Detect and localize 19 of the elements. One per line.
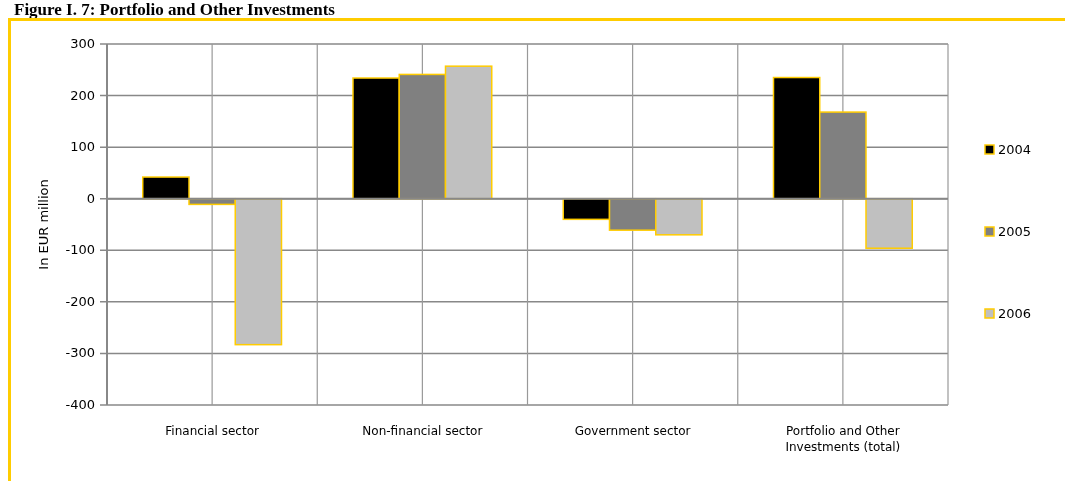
y-axis-title: In EUR million (36, 179, 51, 270)
y-tick-label: -200 (65, 293, 95, 309)
y-tick-label: -400 (65, 397, 95, 412)
x-tick-label: Government sector (574, 424, 691, 438)
x-tick-label: Non-financial sector (362, 424, 483, 438)
bar (141, 176, 190, 200)
legend-label: 2006 (998, 306, 1032, 321)
legend-label: 2004 (998, 142, 1032, 157)
y-tick-label: 100 (70, 139, 95, 155)
bar (865, 197, 914, 249)
x-tick-label: Portfolio and Other Investments (total) (785, 424, 901, 454)
y-tick-label: 200 (70, 87, 95, 103)
y-tick-label: -100 (65, 242, 95, 258)
legend-label: 2005 (998, 224, 1032, 239)
y-tick-label: 300 (70, 36, 95, 51)
y-tick-label: 0 (86, 190, 95, 206)
y-tick-label: -300 (65, 345, 95, 361)
x-tick-label: Financial sector (165, 424, 259, 438)
chart-title: Figure I. 7: Portfolio and Other Investments (14, 0, 336, 19)
